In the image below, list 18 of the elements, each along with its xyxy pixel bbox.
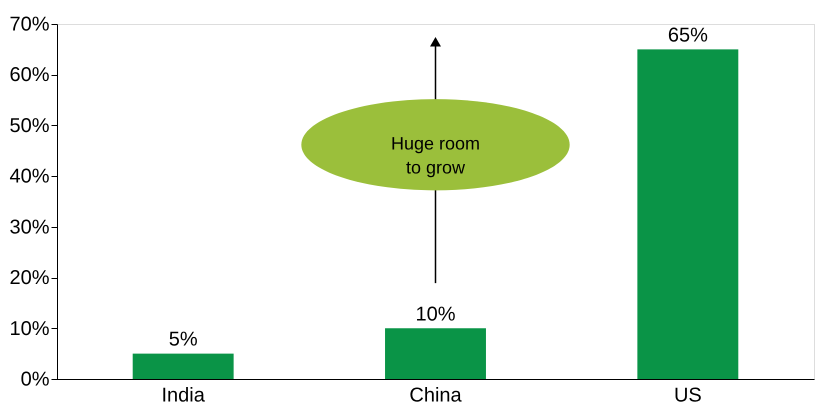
y-tick-label: 60% bbox=[9, 64, 50, 86]
y-tick-label: 70% bbox=[9, 14, 50, 36]
y-tick-label: 0% bbox=[20, 368, 50, 390]
y-tick-label: 50% bbox=[9, 114, 50, 137]
data-label: 65% bbox=[668, 24, 708, 46]
y-tick-label: 40% bbox=[9, 166, 50, 188]
bar bbox=[132, 354, 234, 379]
x-tick-label: India bbox=[161, 384, 206, 406]
annotation: Huge room to grow bbox=[390, 134, 480, 178]
data-label: 10% bbox=[415, 303, 456, 326]
data-label: 5% bbox=[168, 328, 198, 351]
y-tick-label: 10% bbox=[9, 318, 50, 340]
x-tick-label: China bbox=[409, 384, 462, 406]
x-tick-label: US bbox=[674, 384, 702, 406]
bar bbox=[637, 49, 738, 379]
y-tick-label: 20% bbox=[9, 267, 50, 290]
bar bbox=[385, 328, 486, 379]
y-tick-label: 30% bbox=[9, 216, 50, 238]
